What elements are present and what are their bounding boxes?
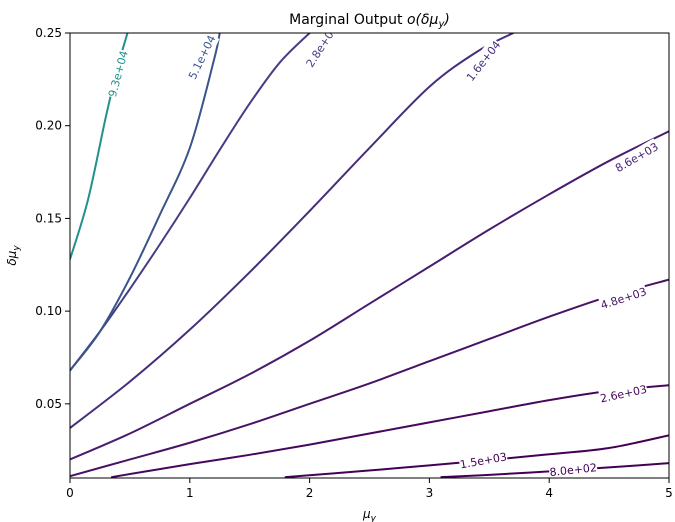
contour-label-background — [458, 448, 509, 473]
axes: 0 1 2 3 4 5 0.05 0.10 0.15 0.20 0.25 — [35, 26, 673, 500]
y-tick-label: 0.05 — [35, 397, 62, 411]
contour-line — [110, 384, 669, 478]
contour-label-background — [598, 380, 649, 407]
y-tick-label: 0.10 — [35, 304, 62, 318]
contour-label-background — [103, 48, 132, 100]
y-axis-label: δμy — [5, 245, 22, 266]
x-tick-label: 4 — [545, 486, 553, 500]
contour-line — [70, 130, 669, 461]
contour-label-background — [184, 33, 220, 83]
y-tick-label: 0.15 — [35, 211, 62, 225]
x-axis-label: μy — [362, 507, 377, 522]
x-tick-label: 5 — [665, 486, 673, 500]
contour-label: 8.0e+02 — [549, 461, 598, 479]
contour-label-background — [301, 33, 342, 71]
x-tick-label: 0 — [66, 486, 74, 500]
x-tick-label: 3 — [426, 486, 434, 500]
chart-title: Marginal Output o(δμy) — [289, 12, 450, 30]
y-tick-label: 0.20 — [35, 119, 62, 133]
contour-line — [440, 462, 669, 478]
x-tick-label: 1 — [186, 486, 194, 500]
contour-label-background — [548, 459, 598, 478]
contour-line — [70, 33, 311, 372]
contour-line — [284, 434, 669, 478]
plot-frame — [69, 32, 670, 479]
contour-line — [70, 33, 515, 429]
contour-label-background — [462, 36, 505, 85]
x-tick-label: 2 — [306, 486, 314, 500]
contour-label-background — [598, 283, 649, 314]
contour-line — [70, 278, 669, 478]
contour-line — [70, 33, 221, 372]
contour-label-background — [611, 138, 662, 177]
y-tick-label: 0.25 — [35, 26, 62, 40]
